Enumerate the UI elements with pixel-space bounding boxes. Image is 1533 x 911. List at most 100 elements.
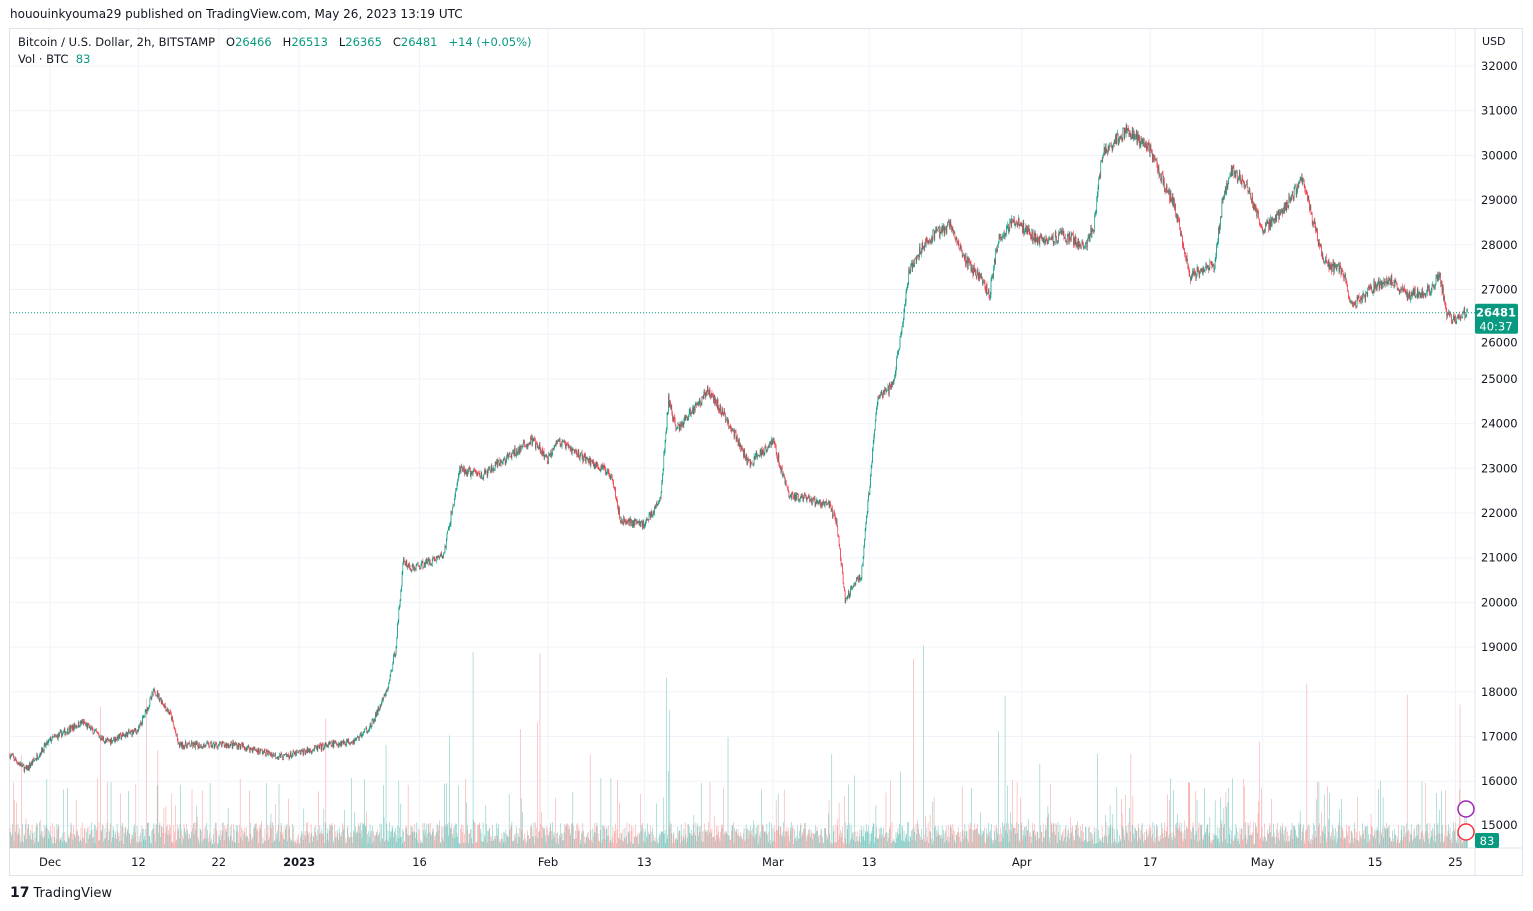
volume-bar	[611, 842, 612, 848]
volume-bar	[385, 840, 386, 848]
candle-body	[164, 704, 165, 708]
x-tick-label: 22	[211, 855, 226, 869]
volume-bar	[365, 826, 366, 848]
candle-body	[743, 450, 745, 457]
volume-bar	[230, 835, 232, 848]
candle-body	[312, 749, 314, 751]
candle-body	[860, 578, 861, 580]
volume-bar	[421, 842, 423, 848]
volume-bar	[1284, 841, 1286, 848]
volume-bar	[1388, 827, 1389, 848]
volume-bar	[336, 829, 338, 848]
volume-bar	[1312, 840, 1314, 848]
volume-bar	[330, 825, 331, 848]
volume-bar	[64, 832, 66, 848]
candle-body	[854, 583, 856, 586]
candle-body	[197, 742, 198, 746]
volume-bar	[125, 827, 127, 848]
volume-bar	[1418, 839, 1420, 848]
volume-bar	[987, 833, 988, 848]
volume-bar	[18, 832, 19, 848]
volume-bar	[938, 834, 940, 848]
volume-bar	[133, 826, 135, 848]
candle-body	[108, 739, 109, 741]
volume-bar	[215, 822, 216, 848]
candle-body	[265, 750, 267, 756]
volume-bar	[619, 802, 620, 848]
candle-body	[308, 749, 309, 752]
candle-body	[729, 426, 730, 427]
volume-bar	[922, 839, 924, 848]
volume-bar	[512, 841, 514, 848]
volume-bar	[225, 829, 226, 848]
volume-bar	[1314, 837, 1316, 848]
candle-body	[795, 494, 797, 500]
volume-bar	[564, 823, 566, 848]
candle-body	[543, 450, 544, 456]
volume-bar	[1179, 826, 1181, 848]
volume-bar	[915, 840, 916, 848]
candle-body	[648, 514, 650, 521]
volume-bar	[1147, 835, 1149, 848]
volume-bar	[866, 830, 868, 848]
volume-bar	[702, 842, 704, 848]
volume-bar	[1166, 826, 1168, 848]
candle-body	[487, 470, 489, 477]
candle-body	[101, 735, 102, 741]
chart-frame[interactable]	[9, 28, 1523, 876]
candle-body	[176, 734, 177, 736]
volume-bar	[1441, 790, 1442, 848]
volume-bar	[929, 814, 931, 848]
candle-body	[286, 755, 288, 757]
candle-body	[348, 742, 350, 744]
candle-body	[219, 742, 220, 745]
candle-body	[336, 742, 337, 745]
volume-bar	[788, 835, 790, 848]
volume-bar	[1011, 823, 1013, 848]
volume-bar	[1463, 838, 1465, 848]
volume-bar	[710, 832, 712, 848]
volume-bar	[361, 837, 363, 848]
candle-body	[503, 458, 505, 460]
volume-bar	[1369, 839, 1371, 848]
volume-bar	[1155, 838, 1156, 848]
volume-bar	[895, 832, 897, 848]
volume-bar	[1234, 837, 1236, 848]
volume-bar	[1212, 833, 1214, 848]
volume-bar	[1313, 825, 1315, 848]
candle-body	[735, 430, 736, 432]
volume-bar	[1352, 832, 1353, 848]
volume-bar	[448, 822, 450, 848]
volume-bar	[912, 829, 914, 848]
candle-body	[237, 745, 239, 748]
volume-bar	[406, 825, 408, 848]
volume-bar	[597, 826, 598, 848]
candle-body	[855, 581, 857, 586]
candle-body	[29, 763, 31, 767]
volume-bar	[1030, 833, 1031, 848]
candle-body	[548, 454, 549, 464]
candle-body	[170, 712, 172, 720]
volume-bar	[182, 835, 183, 848]
volume-bar	[593, 836, 594, 848]
volume-bar	[1113, 842, 1114, 848]
candle-body	[423, 564, 425, 568]
volume-bar	[130, 839, 132, 848]
volume-bar	[480, 828, 481, 848]
candle-body	[51, 740, 52, 742]
candle-body	[296, 751, 297, 756]
volume-bar	[836, 825, 838, 848]
candle-body	[368, 730, 369, 732]
candle-body	[286, 753, 287, 757]
candle-body	[666, 412, 668, 430]
candle-body	[251, 748, 253, 752]
candle-body	[561, 443, 562, 446]
candle-body	[213, 743, 215, 748]
volume-bar	[1009, 829, 1011, 848]
candle-body	[415, 565, 417, 569]
volume-bar	[209, 783, 211, 848]
volume-bar	[570, 832, 572, 848]
candle-body	[876, 407, 877, 415]
volume-bar	[838, 802, 840, 848]
